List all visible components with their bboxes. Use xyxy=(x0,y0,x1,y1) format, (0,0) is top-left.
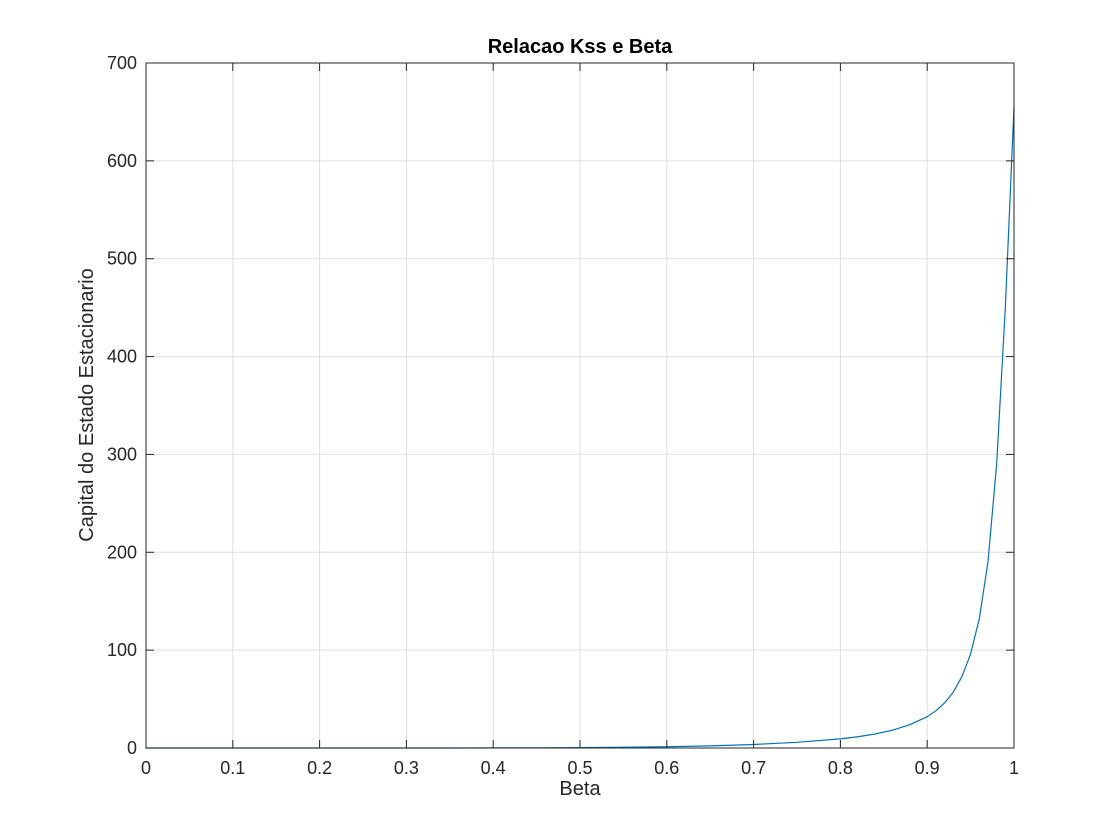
x-tick-label: 0.3 xyxy=(394,758,419,778)
x-tick-label: 0.5 xyxy=(567,758,592,778)
chart-title: Relacao Kss e Beta xyxy=(488,36,673,58)
x-tick-label: 0.2 xyxy=(307,758,332,778)
y-tick-label: 400 xyxy=(107,347,137,367)
x-tick-label: 0.1 xyxy=(220,758,245,778)
x-tick-label: 0.8 xyxy=(828,758,853,778)
y-tick-label: 700 xyxy=(107,53,137,73)
x-tick-label: 0 xyxy=(141,758,151,778)
y-tick-label: 500 xyxy=(107,249,137,269)
y-tick-label: 600 xyxy=(107,151,137,171)
x-axis-label: Beta xyxy=(559,778,601,800)
y-tick-label: 100 xyxy=(107,640,137,660)
x-tick-label: 0.7 xyxy=(741,758,766,778)
y-axis-label: Capital do Estado Estacionario xyxy=(76,268,98,542)
y-tick-labels: 0 100 200 300 400 500 600 700 xyxy=(107,53,137,758)
tick-marks xyxy=(145,62,1015,749)
x-tick-labels: 0 0.1 0.2 0.3 0.4 0.5 0.6 0.7 0.8 0.9 1 xyxy=(141,758,1019,778)
y-tick-label: 0 xyxy=(127,738,137,758)
x-tick-label: 0.6 xyxy=(654,758,679,778)
x-tick-label: 0.9 xyxy=(915,758,940,778)
y-tick-label: 300 xyxy=(107,444,137,464)
x-tick-label: 1 xyxy=(1009,758,1019,778)
x-tick-label: 0.4 xyxy=(481,758,506,778)
y-tick-label: 200 xyxy=(107,542,137,562)
